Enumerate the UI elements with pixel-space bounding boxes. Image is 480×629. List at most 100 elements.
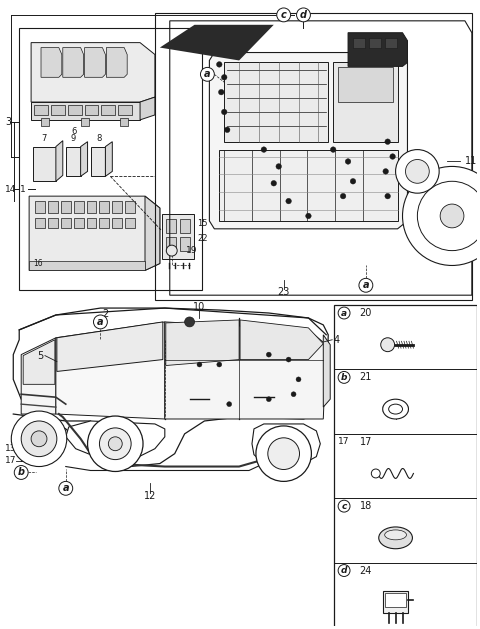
- Text: 22: 22: [197, 234, 208, 243]
- Polygon shape: [160, 25, 274, 60]
- Polygon shape: [81, 142, 87, 176]
- Polygon shape: [31, 102, 140, 120]
- Circle shape: [330, 147, 336, 152]
- Polygon shape: [84, 48, 106, 77]
- Circle shape: [225, 127, 230, 133]
- Circle shape: [14, 465, 28, 479]
- Circle shape: [271, 181, 276, 186]
- Polygon shape: [219, 150, 397, 221]
- Polygon shape: [324, 335, 330, 407]
- Text: c: c: [341, 502, 347, 511]
- Bar: [384, 38, 396, 48]
- Bar: [35, 218, 45, 228]
- Bar: [99, 218, 109, 228]
- Bar: [369, 38, 381, 48]
- Bar: [383, 591, 408, 613]
- Circle shape: [390, 153, 396, 159]
- Bar: [99, 201, 109, 213]
- Circle shape: [99, 428, 131, 460]
- Polygon shape: [333, 62, 397, 142]
- Polygon shape: [23, 340, 55, 384]
- Bar: [353, 38, 365, 48]
- Circle shape: [59, 481, 72, 495]
- Bar: [41, 118, 49, 126]
- Circle shape: [221, 109, 227, 114]
- Circle shape: [338, 307, 350, 319]
- Circle shape: [201, 67, 215, 81]
- Bar: [74, 218, 84, 228]
- Bar: [120, 118, 128, 126]
- Circle shape: [372, 469, 380, 478]
- Polygon shape: [57, 322, 163, 372]
- Circle shape: [306, 213, 311, 219]
- Polygon shape: [29, 260, 145, 270]
- Text: 2: 2: [102, 309, 108, 319]
- Bar: [81, 118, 88, 126]
- Circle shape: [406, 160, 429, 183]
- Polygon shape: [33, 147, 56, 181]
- Text: 18: 18: [360, 501, 372, 511]
- Bar: [334, 305, 477, 627]
- Text: b: b: [341, 373, 348, 382]
- Polygon shape: [209, 53, 408, 229]
- Circle shape: [440, 204, 464, 228]
- Text: 17: 17: [360, 437, 372, 447]
- Polygon shape: [348, 33, 408, 67]
- Bar: [74, 201, 84, 213]
- Bar: [125, 201, 135, 213]
- Text: a: a: [204, 69, 211, 79]
- Circle shape: [21, 421, 57, 457]
- Text: d: d: [341, 566, 348, 575]
- Polygon shape: [240, 320, 324, 360]
- Bar: [166, 237, 176, 250]
- Polygon shape: [56, 141, 63, 181]
- Polygon shape: [107, 48, 127, 77]
- Text: 19: 19: [186, 246, 197, 255]
- Polygon shape: [31, 43, 155, 102]
- Circle shape: [338, 372, 350, 383]
- Polygon shape: [66, 421, 165, 460]
- Ellipse shape: [384, 530, 407, 540]
- Text: 11: 11: [465, 157, 477, 167]
- Polygon shape: [338, 67, 393, 102]
- Text: a: a: [62, 483, 69, 493]
- Bar: [166, 219, 176, 233]
- Bar: [180, 237, 190, 250]
- Text: a: a: [341, 308, 347, 318]
- Circle shape: [286, 357, 291, 362]
- Text: 16: 16: [33, 259, 43, 268]
- Circle shape: [94, 315, 108, 329]
- Bar: [155, 13, 472, 300]
- Circle shape: [166, 245, 177, 256]
- Bar: [86, 201, 96, 213]
- Text: 8: 8: [97, 134, 102, 143]
- Circle shape: [227, 402, 232, 406]
- Circle shape: [385, 139, 390, 145]
- Circle shape: [256, 426, 312, 481]
- Bar: [112, 218, 122, 228]
- Circle shape: [266, 352, 271, 357]
- Circle shape: [345, 159, 351, 164]
- Circle shape: [338, 565, 350, 576]
- Circle shape: [12, 411, 67, 467]
- Bar: [61, 201, 71, 213]
- Text: 9: 9: [70, 134, 75, 143]
- Polygon shape: [41, 48, 62, 77]
- Bar: [51, 105, 65, 115]
- Circle shape: [108, 437, 122, 451]
- Circle shape: [381, 338, 395, 352]
- Text: 23: 23: [277, 287, 290, 298]
- Bar: [125, 218, 135, 228]
- Text: 3: 3: [5, 117, 12, 127]
- Bar: [48, 201, 58, 213]
- Circle shape: [277, 8, 290, 22]
- Bar: [68, 105, 82, 115]
- Bar: [180, 219, 190, 233]
- Ellipse shape: [389, 404, 403, 414]
- Circle shape: [403, 167, 480, 265]
- Polygon shape: [13, 308, 328, 467]
- Circle shape: [383, 169, 388, 174]
- Polygon shape: [91, 147, 106, 176]
- Bar: [35, 201, 45, 213]
- Circle shape: [268, 438, 300, 469]
